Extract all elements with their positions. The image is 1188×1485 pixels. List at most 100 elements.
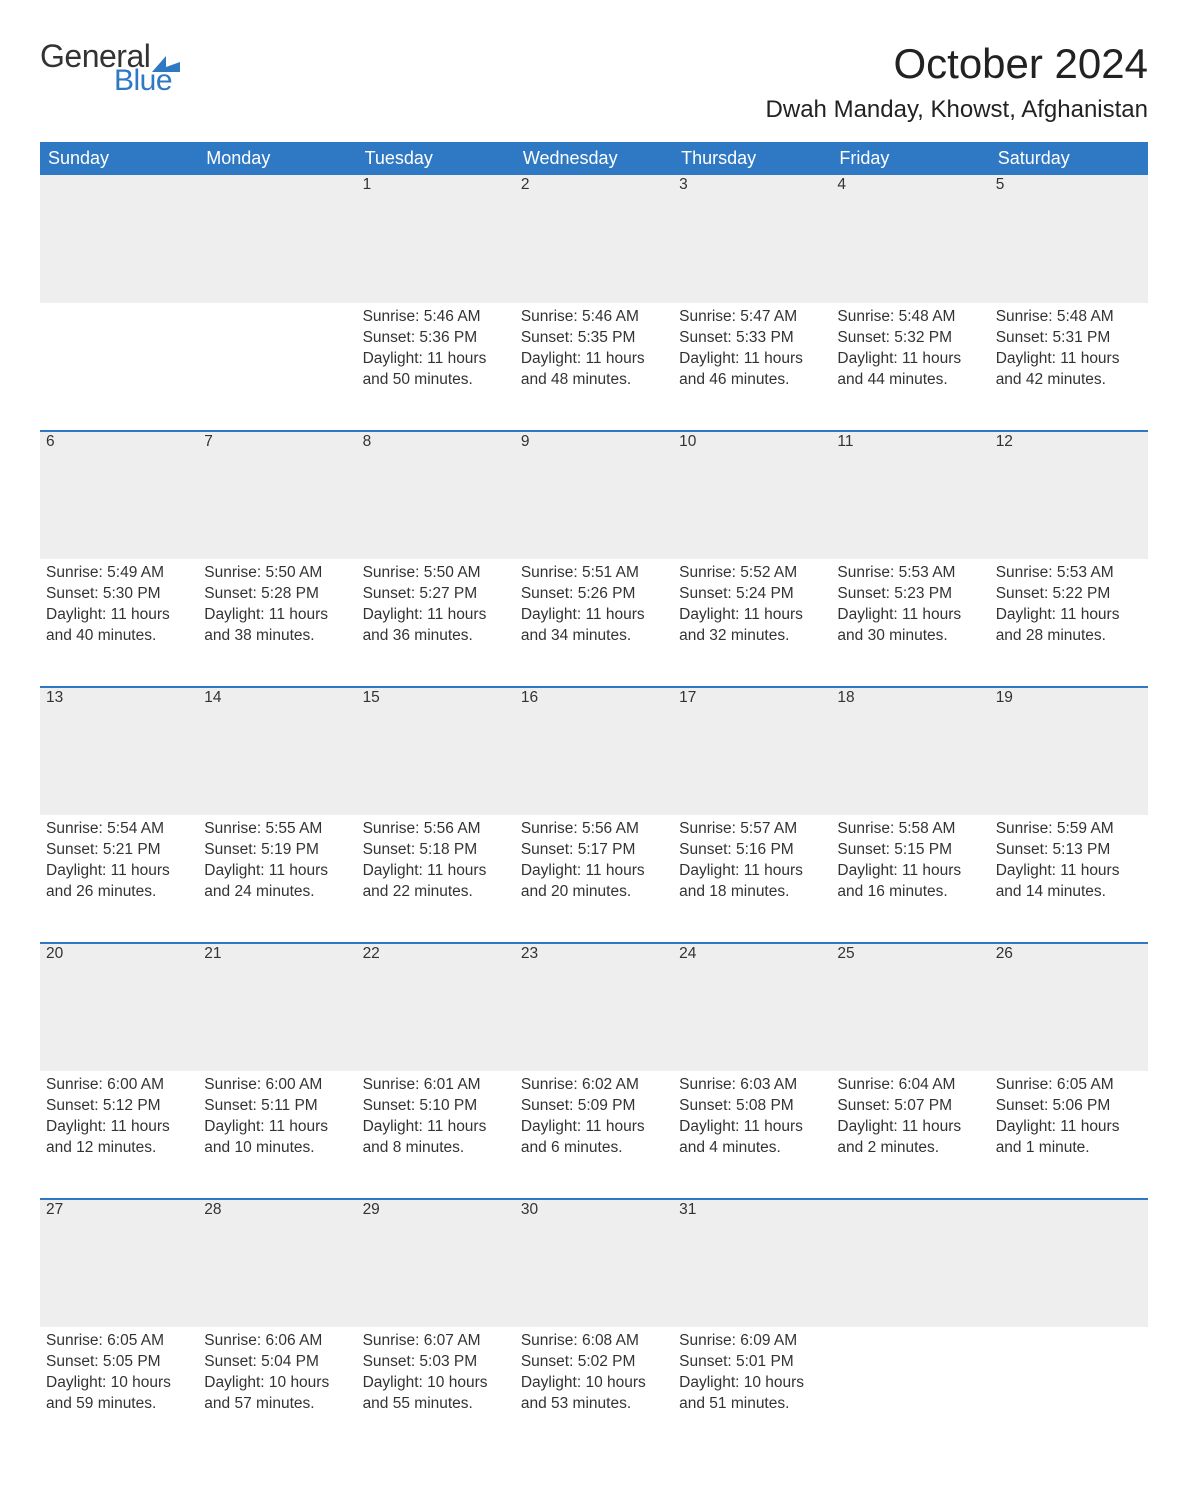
sunrise-text: Sunrise: 6:08 AM [521,1331,667,1352]
sunrise-text: Sunrise: 5:56 AM [521,819,667,840]
daylight-text: Daylight: 11 hours and 4 minutes. [679,1117,825,1159]
day-cell-body: Sunrise: 5:51 AMSunset: 5:26 PMDaylight:… [521,559,667,647]
day-cell: Sunrise: 5:54 AMSunset: 5:21 PMDaylight:… [40,815,198,943]
day-cell: Sunrise: 6:06 AMSunset: 5:04 PMDaylight:… [198,1327,356,1455]
daylight-text: Daylight: 10 hours and 55 minutes. [363,1373,509,1415]
sunset-text: Sunset: 5:30 PM [46,584,192,605]
day-cell-body: Sunrise: 5:50 AMSunset: 5:27 PMDaylight:… [363,559,509,647]
month-title: October 2024 [766,40,1148,88]
day-cell-body: Sunrise: 6:09 AMSunset: 5:01 PMDaylight:… [679,1327,825,1415]
sunrise-text: Sunrise: 5:47 AM [679,307,825,328]
weekday-header: Wednesday [515,142,673,175]
day-cell-body: Sunrise: 6:00 AMSunset: 5:12 PMDaylight:… [46,1071,192,1159]
day-cell: Sunrise: 6:00 AMSunset: 5:12 PMDaylight:… [40,1071,198,1199]
daylight-text: Daylight: 11 hours and 30 minutes. [837,605,983,647]
day-number: 6 [40,431,198,559]
day-number: 9 [515,431,673,559]
day-number: 20 [40,943,198,1071]
day-cell: Sunrise: 6:04 AMSunset: 5:07 PMDaylight:… [831,1071,989,1199]
day-number: 25 [831,943,989,1071]
logo-text-blue: Blue [114,66,180,96]
day-cell: Sunrise: 5:56 AMSunset: 5:17 PMDaylight:… [515,815,673,943]
day-number [831,1199,989,1327]
day-cell-body: Sunrise: 6:01 AMSunset: 5:10 PMDaylight:… [363,1071,509,1159]
sunrise-text: Sunrise: 6:06 AM [204,1331,350,1352]
sunset-text: Sunset: 5:08 PM [679,1096,825,1117]
sunrise-text: Sunrise: 5:50 AM [204,563,350,584]
day-cell-body: Sunrise: 6:02 AMSunset: 5:09 PMDaylight:… [521,1071,667,1159]
sunset-text: Sunset: 5:04 PM [204,1352,350,1373]
day-number: 11 [831,431,989,559]
day-cell-body: Sunrise: 5:57 AMSunset: 5:16 PMDaylight:… [679,815,825,903]
day-number: 15 [357,687,515,815]
sunset-text: Sunset: 5:31 PM [996,328,1142,349]
day-cell: Sunrise: 6:07 AMSunset: 5:03 PMDaylight:… [357,1327,515,1455]
calendar-body: 12345Sunrise: 5:46 AMSunset: 5:36 PMDayl… [40,175,1148,1455]
daylight-text: Daylight: 11 hours and 8 minutes. [363,1117,509,1159]
sunset-text: Sunset: 5:16 PM [679,840,825,861]
daynum-row: 20212223242526 [40,943,1148,1071]
day-cell-body: Sunrise: 5:47 AMSunset: 5:33 PMDaylight:… [679,303,825,391]
day-number [198,175,356,303]
day-number: 3 [673,175,831,303]
calendar-thead: Sunday Monday Tuesday Wednesday Thursday… [40,142,1148,175]
daylight-text: Daylight: 11 hours and 26 minutes. [46,861,192,903]
day-cell: Sunrise: 5:58 AMSunset: 5:15 PMDaylight:… [831,815,989,943]
sunrise-text: Sunrise: 5:46 AM [521,307,667,328]
sunset-text: Sunset: 5:33 PM [679,328,825,349]
sunset-text: Sunset: 5:02 PM [521,1352,667,1373]
sunrise-text: Sunrise: 5:59 AM [996,819,1142,840]
day-cell-body: Sunrise: 5:59 AMSunset: 5:13 PMDaylight:… [996,815,1142,903]
day-cell: Sunrise: 6:00 AMSunset: 5:11 PMDaylight:… [198,1071,356,1199]
day-cell-body: Sunrise: 6:05 AMSunset: 5:06 PMDaylight:… [996,1071,1142,1159]
sunrise-text: Sunrise: 6:02 AM [521,1075,667,1096]
sunset-text: Sunset: 5:13 PM [996,840,1142,861]
day-cell-body: Sunrise: 5:48 AMSunset: 5:32 PMDaylight:… [837,303,983,391]
day-cell: Sunrise: 6:05 AMSunset: 5:05 PMDaylight:… [40,1327,198,1455]
daylight-text: Daylight: 11 hours and 1 minute. [996,1117,1142,1159]
daylight-text: Daylight: 11 hours and 18 minutes. [679,861,825,903]
day-cell: Sunrise: 5:50 AMSunset: 5:27 PMDaylight:… [357,559,515,687]
daynum-row: 6789101112 [40,431,1148,559]
sunset-text: Sunset: 5:12 PM [46,1096,192,1117]
daylight-text: Daylight: 11 hours and 42 minutes. [996,349,1142,391]
sunset-text: Sunset: 5:18 PM [363,840,509,861]
week-row: Sunrise: 5:54 AMSunset: 5:21 PMDaylight:… [40,815,1148,943]
day-cell: Sunrise: 5:49 AMSunset: 5:30 PMDaylight:… [40,559,198,687]
daynum-row: 12345 [40,175,1148,303]
day-number: 5 [990,175,1148,303]
sunset-text: Sunset: 5:24 PM [679,584,825,605]
daynum-row: 2728293031 [40,1199,1148,1327]
day-cell-body: Sunrise: 5:54 AMSunset: 5:21 PMDaylight:… [46,815,192,903]
location-label: Dwah Manday, Khowst, Afghanistan [766,96,1148,124]
sunset-text: Sunset: 5:09 PM [521,1096,667,1117]
day-cell: Sunrise: 5:53 AMSunset: 5:23 PMDaylight:… [831,559,989,687]
daylight-text: Daylight: 11 hours and 46 minutes. [679,349,825,391]
day-cell-body: Sunrise: 5:56 AMSunset: 5:17 PMDaylight:… [521,815,667,903]
sunset-text: Sunset: 5:21 PM [46,840,192,861]
sunset-text: Sunset: 5:17 PM [521,840,667,861]
day-cell: Sunrise: 5:52 AMSunset: 5:24 PMDaylight:… [673,559,831,687]
day-cell: Sunrise: 5:57 AMSunset: 5:16 PMDaylight:… [673,815,831,943]
daylight-text: Daylight: 11 hours and 38 minutes. [204,605,350,647]
day-cell: Sunrise: 5:46 AMSunset: 5:35 PMDaylight:… [515,303,673,431]
day-cell-body: Sunrise: 5:56 AMSunset: 5:18 PMDaylight:… [363,815,509,903]
daylight-text: Daylight: 11 hours and 34 minutes. [521,605,667,647]
sunset-text: Sunset: 5:28 PM [204,584,350,605]
daylight-text: Daylight: 11 hours and 16 minutes. [837,861,983,903]
daylight-text: Daylight: 11 hours and 28 minutes. [996,605,1142,647]
day-cell: Sunrise: 5:48 AMSunset: 5:31 PMDaylight:… [990,303,1148,431]
day-number: 10 [673,431,831,559]
day-number: 28 [198,1199,356,1327]
day-cell: Sunrise: 6:09 AMSunset: 5:01 PMDaylight:… [673,1327,831,1455]
sunset-text: Sunset: 5:27 PM [363,584,509,605]
day-number: 14 [198,687,356,815]
weekday-header: Friday [831,142,989,175]
week-row: Sunrise: 6:05 AMSunset: 5:05 PMDaylight:… [40,1327,1148,1455]
sunrise-text: Sunrise: 5:52 AM [679,563,825,584]
day-cell-body: Sunrise: 5:46 AMSunset: 5:35 PMDaylight:… [521,303,667,391]
sunrise-text: Sunrise: 5:49 AM [46,563,192,584]
day-cell: Sunrise: 5:53 AMSunset: 5:22 PMDaylight:… [990,559,1148,687]
sunset-text: Sunset: 5:19 PM [204,840,350,861]
daylight-text: Daylight: 11 hours and 2 minutes. [837,1117,983,1159]
